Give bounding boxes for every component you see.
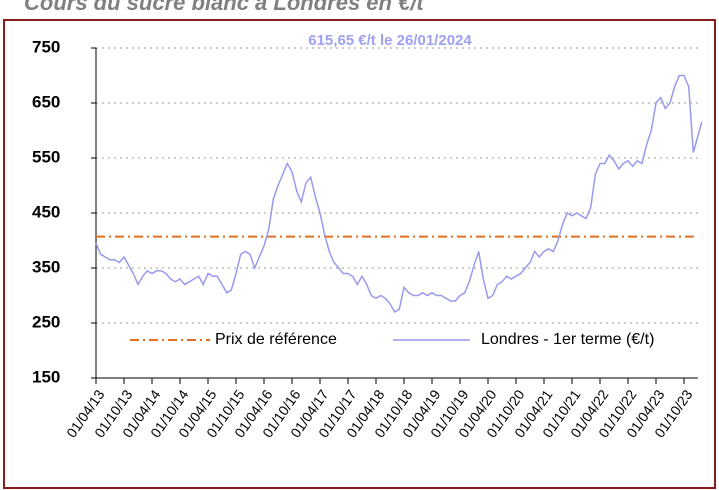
y-tick-label: 250 bbox=[32, 312, 60, 331]
legend-label: Prix de référence bbox=[215, 331, 337, 348]
chart-title: Cours du sucre blanc à Londres en €/t bbox=[24, 0, 425, 15]
y-tick-label: 550 bbox=[32, 147, 60, 166]
y-tick-label: 450 bbox=[32, 202, 60, 221]
y-tick-label: 750 bbox=[32, 37, 60, 56]
y-tick-label: 150 bbox=[32, 367, 60, 386]
chart-frame bbox=[3, 19, 716, 489]
y-tick-label: 350 bbox=[32, 257, 60, 276]
annotation: 615,65 €/t le 26/01/2024 bbox=[308, 32, 472, 49]
legend-label: Londres - 1er terme (€/t) bbox=[481, 331, 654, 348]
price-line bbox=[95, 74, 703, 314]
y-tick-label: 650 bbox=[32, 92, 60, 111]
